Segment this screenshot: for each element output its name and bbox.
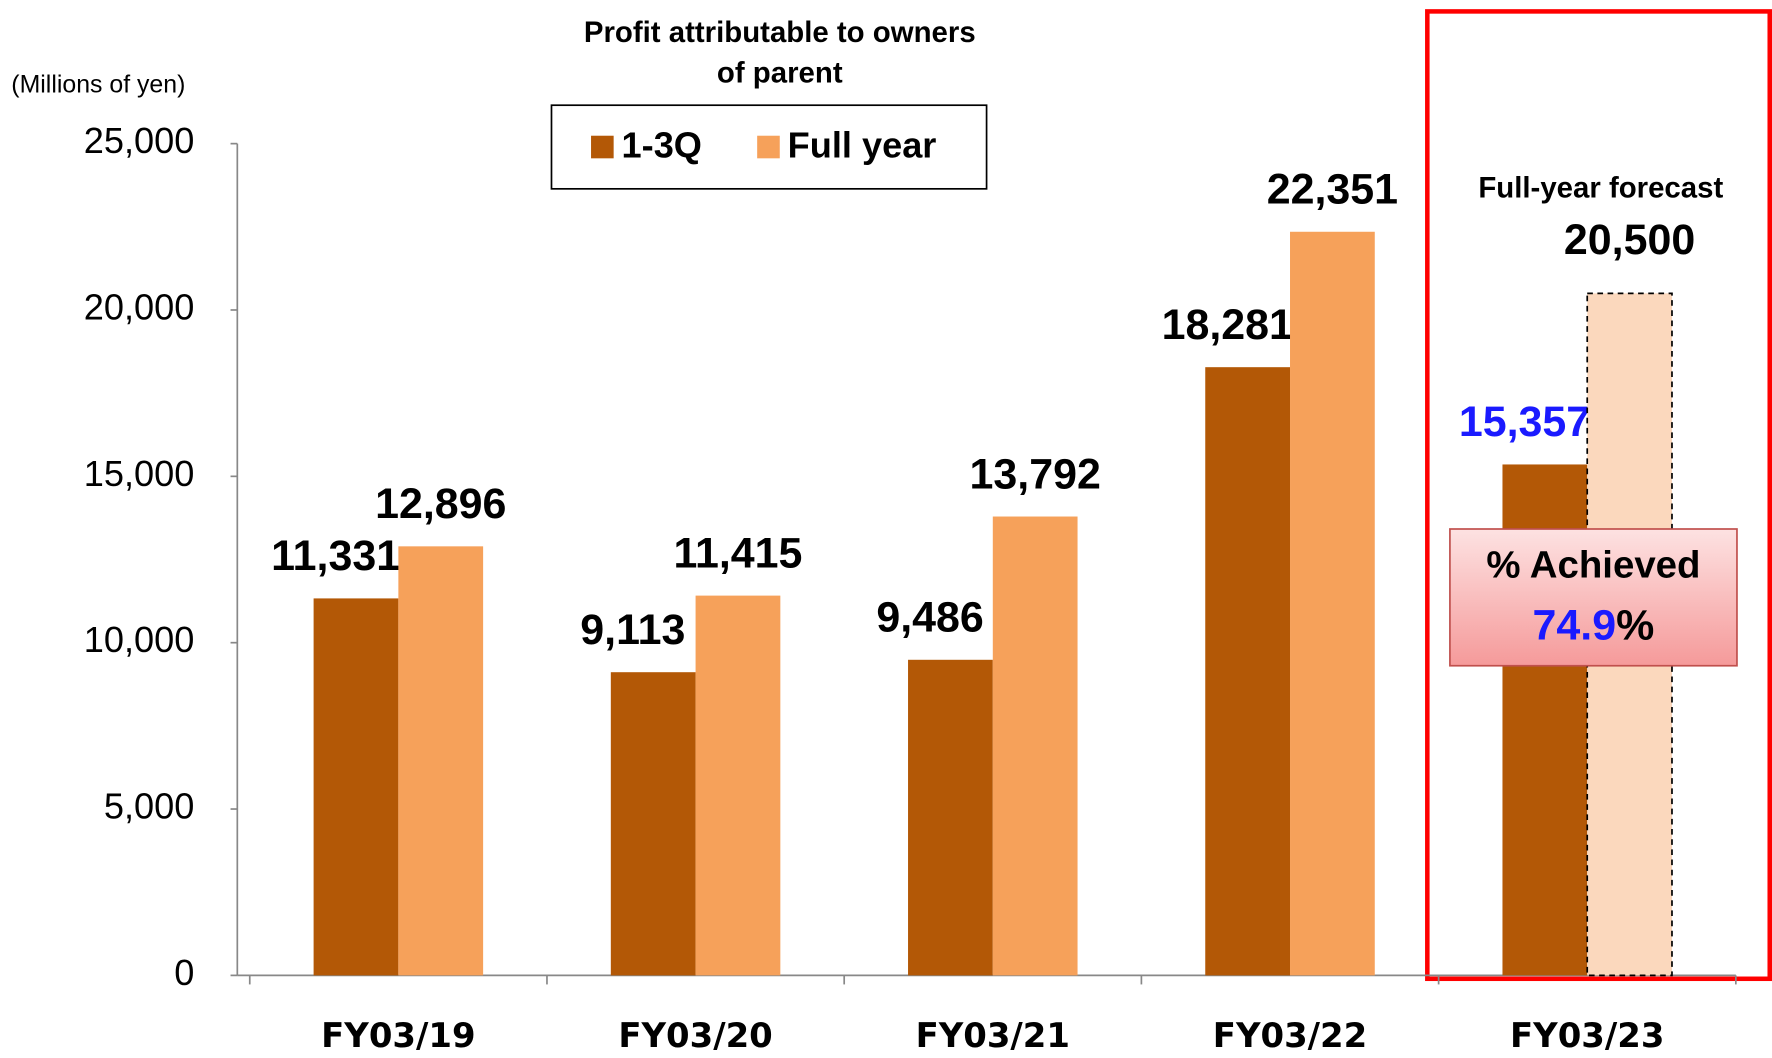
value-label: 12,896 bbox=[375, 480, 506, 528]
achieved-value: 74.9% bbox=[1533, 602, 1655, 650]
value-label: 11,331 bbox=[271, 532, 400, 580]
value-label: 22,351 bbox=[1267, 166, 1398, 214]
value-label: 13,792 bbox=[970, 450, 1101, 498]
achieved-label: % Achieved bbox=[1486, 544, 1700, 587]
bar bbox=[695, 595, 781, 976]
bar bbox=[1290, 231, 1375, 976]
chart-title-box: Profit attributable to owners of parent bbox=[583, 14, 976, 90]
x-tick-label: FY03/19 bbox=[321, 1016, 475, 1055]
legend-swatch bbox=[591, 135, 614, 159]
bar bbox=[992, 516, 1078, 976]
value-label: 18,281 bbox=[1162, 301, 1293, 349]
legend-label: Full year bbox=[788, 125, 937, 166]
forecast-frame bbox=[1425, 9, 1772, 982]
y-axis-label: (Millions of yen) bbox=[11, 71, 185, 99]
achieved-number: 74.9 bbox=[1533, 602, 1617, 650]
forecast-label: Full-year forecast bbox=[1478, 172, 1723, 205]
bar bbox=[610, 672, 696, 976]
legend-swatch bbox=[757, 135, 780, 159]
value-label: 9,486 bbox=[876, 594, 983, 642]
bar bbox=[398, 546, 484, 976]
x-tick-label: FY03/20 bbox=[618, 1016, 772, 1055]
y-tick-label: 10,000 bbox=[84, 619, 195, 660]
achieved-box bbox=[1449, 528, 1738, 667]
value-label: 15,357 bbox=[1459, 398, 1590, 446]
achieved-unit: % bbox=[1616, 602, 1654, 650]
y-tick-label: 20,000 bbox=[84, 287, 195, 328]
chart-title: Profit attributable to owners of parent bbox=[583, 14, 976, 90]
x-tick-label: FY03/22 bbox=[1213, 1016, 1367, 1055]
y-tick-label: 15,000 bbox=[84, 453, 195, 494]
legend-label: 1-3Q bbox=[622, 125, 702, 166]
x-tick-label: FY03/23 bbox=[1510, 1016, 1664, 1055]
bar bbox=[313, 598, 399, 976]
value-label: 9,113 bbox=[580, 606, 685, 654]
y-tick-label: 5,000 bbox=[104, 786, 194, 827]
y-tick-label: 25,000 bbox=[84, 120, 195, 161]
bar bbox=[1205, 367, 1291, 976]
x-tick-label: FY03/21 bbox=[916, 1016, 1070, 1055]
value-label: 20,500 bbox=[1564, 216, 1695, 264]
y-tick-label: 0 bbox=[174, 952, 194, 993]
value-label: 11,415 bbox=[673, 529, 802, 577]
bar bbox=[908, 659, 993, 976]
